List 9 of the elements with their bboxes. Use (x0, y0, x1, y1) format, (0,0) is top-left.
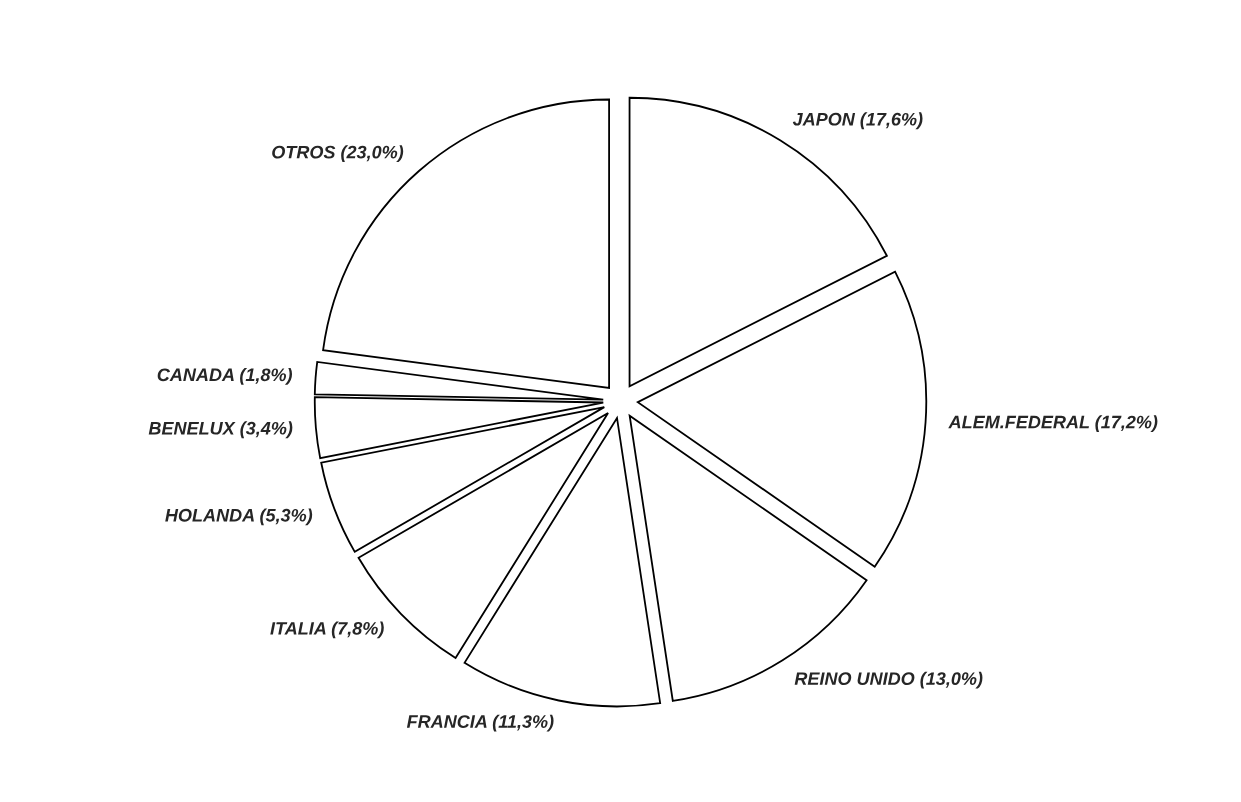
slice-label: CANADA (1,8%) (157, 367, 293, 385)
slice-label: JAPON (17,6%) (792, 112, 923, 130)
slice-label: REINO UNIDO (13,0%) (794, 671, 983, 689)
slice-label: ALEM.FEDERAL (17,2%) (948, 415, 1158, 433)
slice-label: HOLANDA (5,3%) (165, 508, 313, 526)
slice-label: BENELUX (3,4%) (148, 421, 293, 439)
slice-label: OTROS (23,0%) (272, 145, 404, 163)
slice-label: ITALIA (7,8%) (270, 621, 384, 639)
slice-label: FRANCIA (11,3%) (406, 714, 554, 732)
